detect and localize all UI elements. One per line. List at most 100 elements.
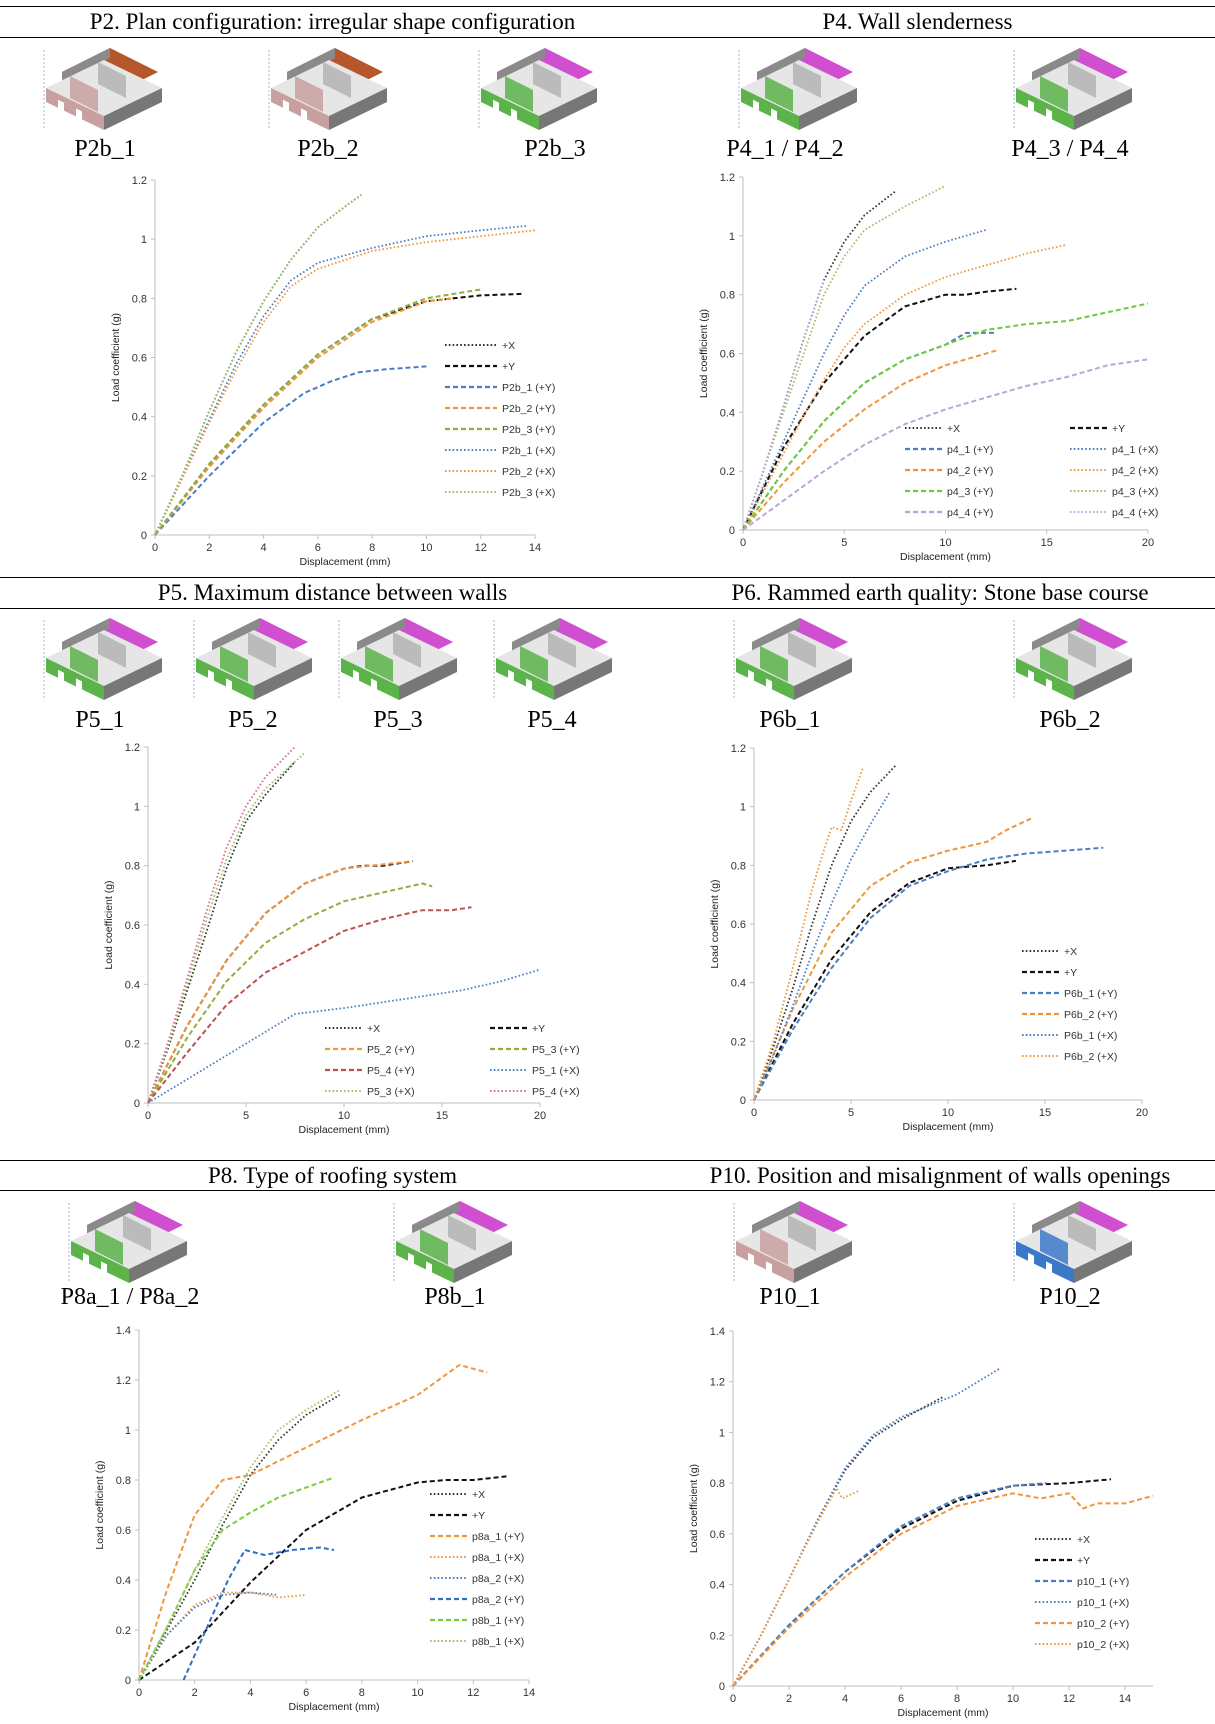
series-line: [732, 1396, 944, 1687]
back-wall: [752, 618, 800, 652]
y-tick-label: 0.4: [125, 979, 140, 991]
x-tick-label: 6: [315, 542, 321, 554]
model-thumbnail-p4-3-4: [1013, 48, 1132, 130]
back-wall: [757, 48, 805, 82]
y-tick-label: 1.4: [116, 1325, 131, 1337]
series-line: [138, 1394, 341, 1681]
y-tick-label: 0.8: [720, 290, 735, 302]
legend-label: P5_4 (+Y): [367, 1065, 415, 1077]
legend-label: p8a_1 (+X): [472, 1552, 524, 1564]
legend-label: +Y: [502, 361, 515, 373]
partition: [1068, 1215, 1096, 1251]
opening: [748, 1252, 754, 1265]
front-wall: [196, 658, 254, 700]
back-wall: [752, 1201, 800, 1235]
series-line: [742, 358, 1149, 531]
opening: [511, 108, 517, 121]
y-tick-label: 1: [729, 231, 735, 243]
back-wall: [287, 48, 335, 82]
series-line: [138, 1364, 488, 1681]
partition: [220, 646, 248, 682]
y-tick-label: 1.2: [125, 742, 140, 754]
partition: [505, 76, 533, 112]
series-line: [753, 791, 891, 1101]
x-axis-label: Displacement (mm): [897, 1707, 988, 1719]
y-tick-label: 0.2: [731, 1036, 746, 1048]
x-tick-label: 5: [841, 537, 847, 549]
legend-label: P2b_2 (+Y): [502, 403, 555, 415]
y-tick-label: 0: [134, 1098, 140, 1110]
model-thumbnail-p10-1: [733, 1201, 852, 1283]
side-wall: [399, 658, 457, 700]
series-line: [742, 287, 1017, 531]
model-thumbnail-p6b-2: [1013, 618, 1132, 700]
model-thumbnail-p2b-1: [43, 48, 162, 130]
series-line: [732, 1482, 1047, 1687]
y-tick-label: 0.4: [720, 407, 735, 419]
partition: [70, 76, 98, 112]
rule-top: [0, 6, 1215, 7]
series-line: [154, 194, 362, 536]
legend-label: +X: [1064, 946, 1077, 958]
partition: [1040, 646, 1068, 682]
caption-p4-3-4: P4_3 / P4_4: [1011, 136, 1129, 162]
legend-label: P5_4 (+X): [532, 1086, 580, 1098]
front-wall: [71, 1241, 129, 1283]
caption-p2b-2: P2b_2: [297, 136, 359, 162]
legend-label: P6b_1 (+Y): [1064, 988, 1117, 1000]
legend-label: p8b_1 (+Y): [472, 1615, 524, 1627]
legend-label: p4_3 (+Y): [947, 486, 993, 498]
back-wall: [1032, 1201, 1080, 1235]
caption-p4-1-2: P4_1 / P4_2: [726, 136, 844, 162]
y-tick-label: 1: [125, 1425, 131, 1437]
opening: [371, 678, 377, 691]
x-axis-label: Displacement (mm): [299, 556, 390, 568]
partition: [1040, 1229, 1068, 1265]
model-thumbnail-p2b-2: [268, 48, 387, 130]
y-tick-label: 0.4: [710, 1580, 725, 1592]
series-line: [753, 846, 1104, 1101]
legend-label: +Y: [1077, 1555, 1090, 1567]
series-line: [154, 288, 481, 536]
panel-title-p8: P8. Type of roofing system: [207, 1163, 458, 1188]
back-wall: [87, 1201, 135, 1235]
legend-label: p8a_2 (+X): [472, 1573, 524, 1585]
legend-label: p10_2 (+X): [1077, 1639, 1129, 1651]
y-tick-label: 1.2: [116, 1375, 131, 1387]
front-wall: [736, 1241, 794, 1283]
series-line: [138, 1475, 507, 1681]
legend-label: P5_1 (+X): [532, 1065, 580, 1077]
series-line: [147, 746, 296, 1104]
legend-label: p8a_2 (+Y): [472, 1594, 524, 1606]
x-tick-label: 10: [939, 537, 951, 549]
y-axis-label: Load coefficient (g): [688, 1464, 700, 1553]
legend-label: +X: [502, 340, 515, 352]
y-tick-label: 0.4: [731, 978, 746, 990]
x-tick-label: 10: [411, 1687, 423, 1699]
legend-label: P2b_3 (+X): [502, 487, 555, 499]
series-line: [742, 229, 987, 531]
legend-label: +Y: [1064, 967, 1077, 979]
series-line: [147, 882, 433, 1104]
x-tick-label: 0: [152, 542, 158, 554]
x-axis-label: Displacement (mm): [298, 1124, 389, 1136]
opening: [1028, 669, 1034, 682]
legend-label: +X: [1077, 1534, 1090, 1546]
model-thumbnail-p5-2: [193, 618, 312, 700]
opening: [748, 669, 754, 682]
opening: [58, 669, 64, 682]
y-tick-label: 1: [134, 801, 140, 813]
opening: [1046, 108, 1052, 121]
opening: [353, 669, 359, 682]
opening: [301, 108, 307, 121]
legend-label: P6b_2 (+X): [1064, 1051, 1117, 1063]
opening: [771, 108, 777, 121]
x-tick-label: 20: [1136, 1107, 1148, 1119]
legend-label: P6b_2 (+Y): [1064, 1009, 1117, 1021]
caption-p5-4: P5_4: [527, 707, 577, 733]
side-wall: [799, 88, 857, 130]
y-tick-label: 0.6: [710, 1529, 725, 1541]
